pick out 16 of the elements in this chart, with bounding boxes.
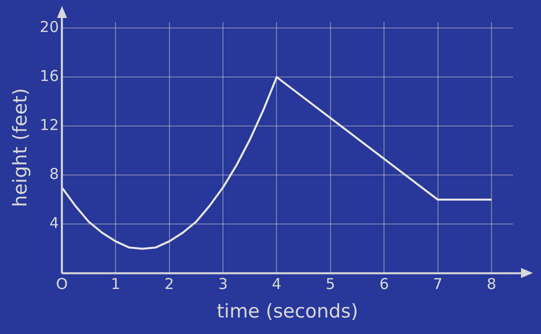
y-tick-label: 12 — [40, 116, 59, 134]
y-tick-label: 8 — [49, 165, 59, 184]
x-tick-label: 2 — [164, 275, 174, 294]
y-tick-label: 16 — [40, 67, 59, 86]
x-tick-label: 7 — [433, 275, 443, 294]
x-tick-label: 5 — [326, 275, 336, 294]
y-tick-label: 20 — [40, 18, 59, 36]
x-tick-label: 1 — [110, 275, 120, 294]
x-tick-label: 8 — [486, 275, 496, 294]
x-tick-label: O — [56, 275, 68, 294]
y-tick-label: 4 — [49, 214, 59, 232]
x-tick-label: 6 — [379, 275, 389, 294]
x-axis-title: time (seconds) — [216, 300, 358, 323]
x-tick-label: 3 — [218, 275, 228, 294]
y-axis-title: height (feet) — [9, 88, 32, 208]
x-tick-label: 4 — [272, 275, 282, 294]
